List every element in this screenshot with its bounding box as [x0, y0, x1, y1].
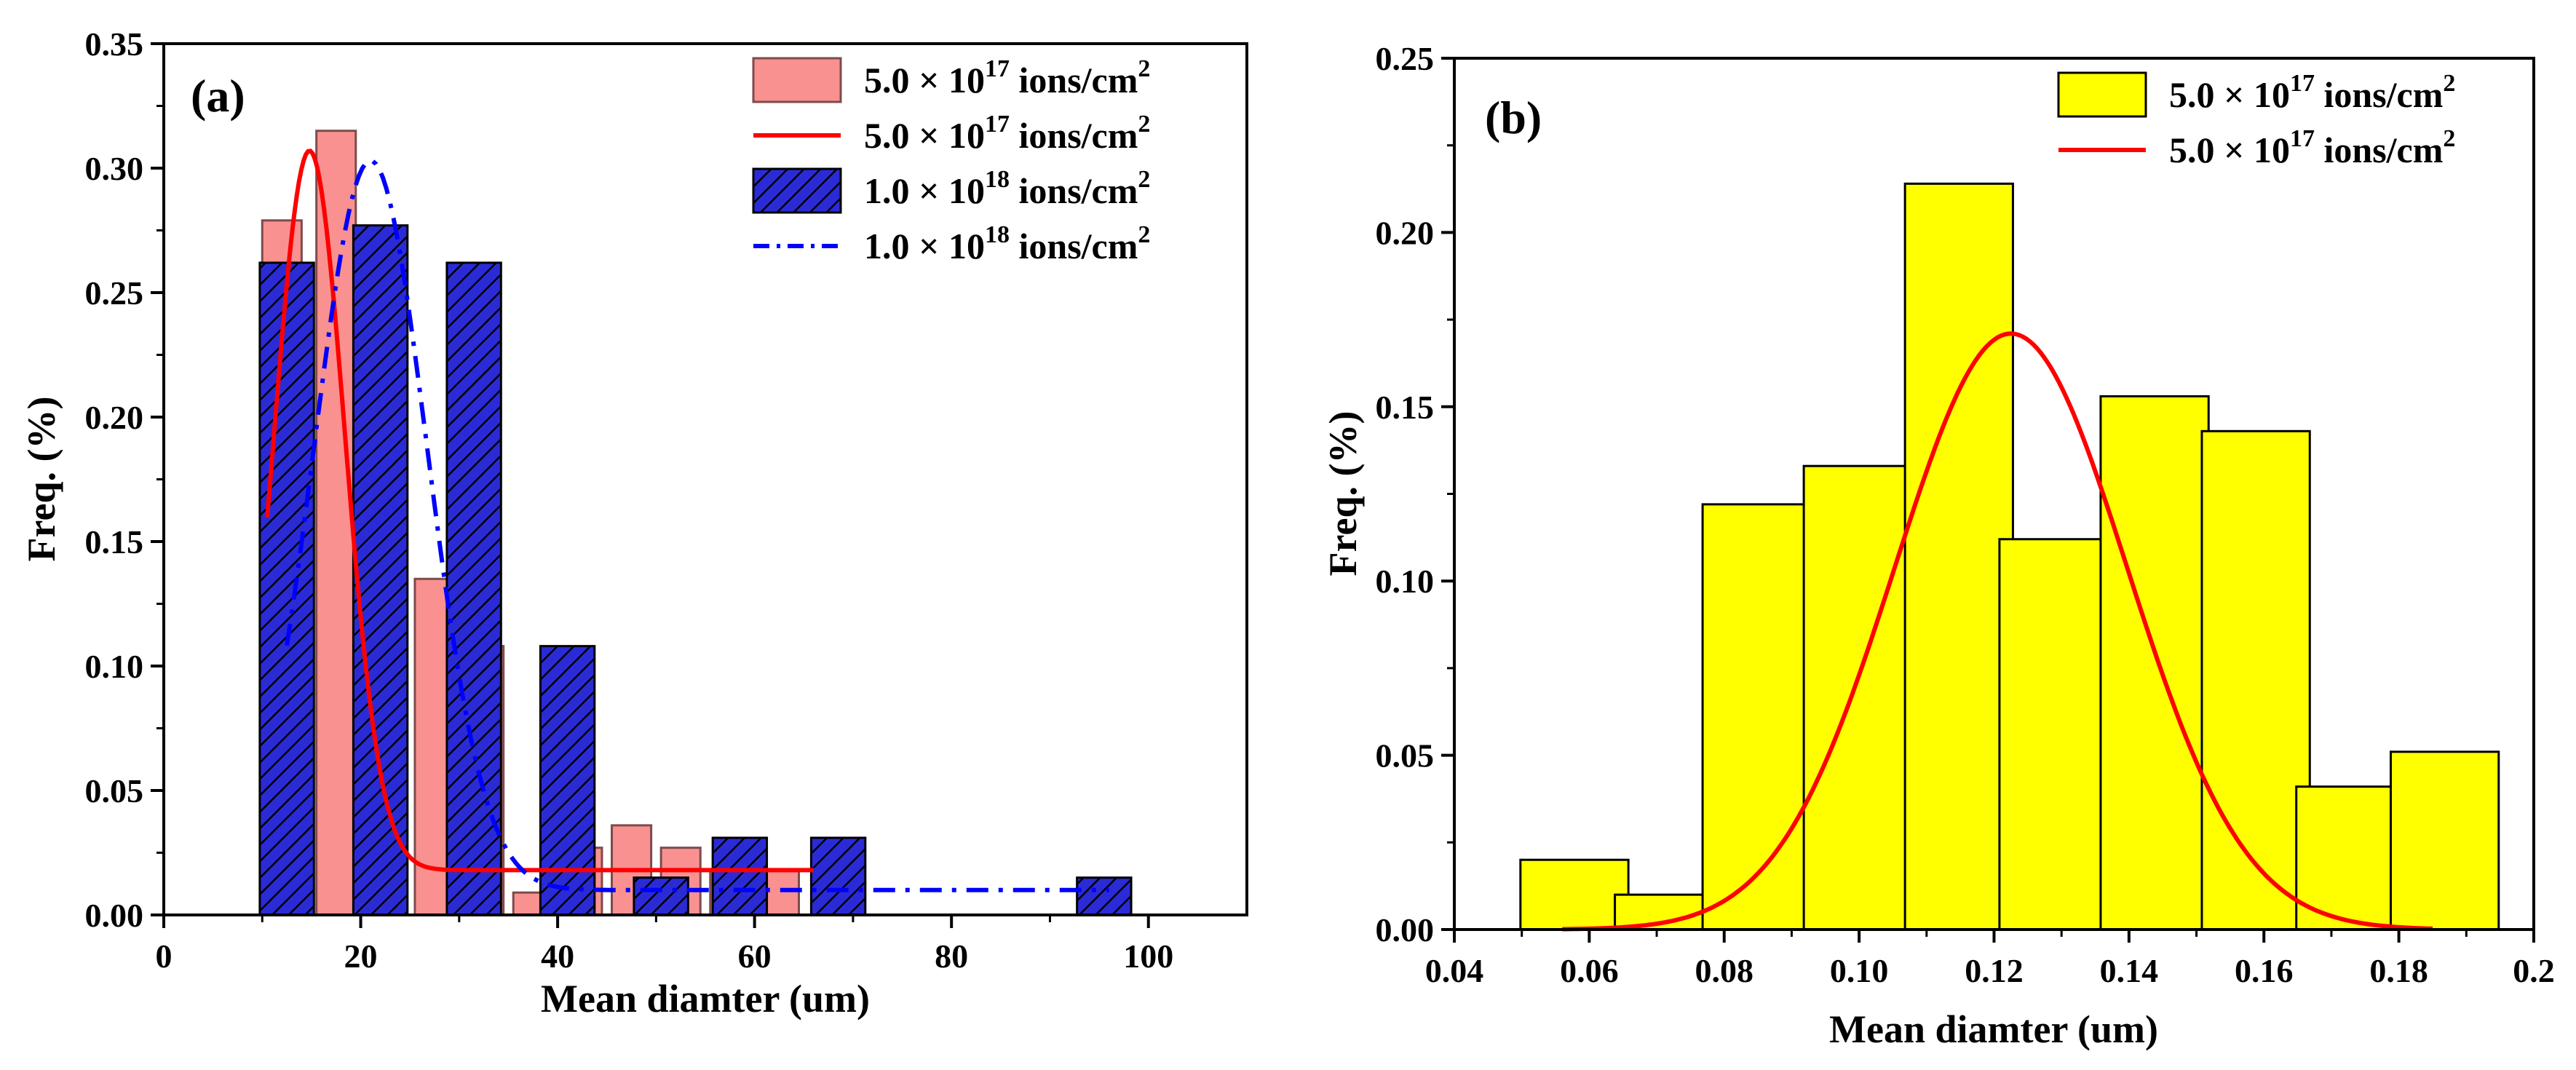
bar-b-s0-9 [2390, 750, 2500, 931]
legend-swatch-a-bar-1 [752, 167, 842, 214]
bar-b-s0-6 [2099, 395, 2210, 931]
y-tick-label-a-6: 0.30 [85, 150, 144, 187]
x-axis-label-b: Mean diamter (um) [1829, 1007, 2158, 1051]
y-tick-label-b-3: 0.15 [1376, 389, 1435, 426]
fit-line-b-s0 [1562, 331, 2433, 932]
x-tick-label-a-5: 100 [1123, 938, 1173, 975]
x-tick-label-a-1: 20 [344, 938, 378, 975]
y-tick-label-b-0: 0.00 [1376, 911, 1435, 948]
x-tick-label-a-3: 60 [738, 938, 772, 975]
legend-label-b-0: 5.0 × 1017 ions/cm2 [2169, 70, 2455, 115]
bar-b-s0-4 [1903, 182, 2014, 931]
legend-label-a-3: 1.0 × 1018 ions/cm2 [864, 221, 1150, 266]
chart-panel-a: 0 20 40 60 80 100 0.00 0.05 0.10 0.15 0.20 0.25 0.30… [20, 25, 1248, 1021]
y-tick-label-a-0: 0.00 [85, 897, 144, 934]
x-tick-label-a-2: 40 [541, 938, 574, 975]
y-tick-label-a-3: 0.15 [85, 523, 144, 560]
x-tick-label-b-0: 0.04 [1425, 952, 1484, 989]
bar-a-s1-0 [258, 261, 315, 916]
fit-line-a-s0 [265, 148, 814, 873]
y-tick-label-a-7: 0.35 [85, 25, 144, 63]
y-tick-label-a-2: 0.10 [85, 648, 144, 685]
y-tick-label-b-4: 0.20 [1376, 214, 1435, 251]
x-tick-label-b-8: 0.2 [2513, 952, 2555, 989]
bar-a-s1-5 [711, 836, 769, 916]
bar-a-s1-3 [539, 645, 596, 916]
bar-b-s0-8 [2295, 785, 2406, 931]
legend-b: 5.0 × 1017 ions/cm2 5.0 × 1017 ions/cm2 [2057, 70, 2455, 170]
x-tick-label-b-3: 0.10 [1830, 952, 1889, 989]
x-tick-label-b-4: 0.12 [1965, 952, 2024, 989]
x-tick-label-a-4: 80 [935, 938, 968, 975]
x-tick-label-b-2: 0.08 [1695, 952, 1754, 989]
y-tick-label-b-2: 0.10 [1376, 563, 1435, 600]
y-tick-label-a-1: 0.05 [85, 772, 144, 809]
bar-a-s0-1 [315, 130, 357, 916]
legend-swatch-b-bar-0 [2057, 71, 2147, 118]
legend-label-a-0: 5.0 × 1017 ions/cm2 [864, 55, 1150, 100]
y-tick-label-b-1: 0.05 [1376, 737, 1435, 774]
x-axis-label-a: Mean diamter (um) [541, 977, 870, 1021]
y-axis-label-b: Freq. (%) [1321, 411, 1365, 576]
bar-b-s0-3 [1802, 464, 1913, 931]
bar-a-s1-6 [809, 836, 867, 916]
y-tick-label-a-4: 0.20 [85, 399, 144, 436]
bar-b-s0-5 [1998, 538, 2109, 931]
y-tick-label-a-5: 0.25 [85, 274, 144, 312]
x-tick-label-b-5: 0.14 [2100, 952, 2159, 989]
bar-b-s0-0 [1519, 858, 1630, 931]
bar-a-s1-1 [352, 224, 409, 916]
legend-label-a-1: 5.0 × 1017 ions/cm2 [864, 111, 1150, 156]
legend-label-b-1: 5.0 × 1017 ions/cm2 [2169, 125, 2455, 170]
x-tick-label-b-7: 0.18 [2369, 952, 2428, 989]
bar-a-s1-7 [1076, 876, 1133, 916]
x-tick-label-b-1: 0.06 [1560, 952, 1619, 989]
bar-b-s0-2 [1701, 503, 1812, 931]
fit-line-a-s1 [285, 159, 1109, 892]
bar-a-s1-2 [445, 261, 502, 916]
legend-a: 5.0 × 1017 ions/cm2 5.0 × 1017 ions/cm2 1.… [752, 55, 1150, 266]
y-axis-label-a: Freq. (%) [20, 397, 63, 562]
chart-panel-b: 0.04 0.06 0.08 0.10 0.12 0.14 0.16 0.18 0.2 0.00 0… [1321, 40, 2555, 1051]
x-tick-label-a-0: 0 [156, 938, 173, 975]
legend-swatch-a-bar-0 [752, 57, 842, 103]
panel-label-b: (b) [1485, 92, 1542, 143]
bar-b-s0-7 [2200, 429, 2311, 931]
panel-label-a: (a) [191, 70, 245, 122]
y-tick-label-b-5: 0.25 [1376, 40, 1435, 77]
bar-a-s1-4 [633, 876, 689, 916]
x-tick-label-b-6: 0.16 [2235, 952, 2294, 989]
legend-label-a-2: 1.0 × 1018 ions/cm2 [864, 166, 1150, 211]
